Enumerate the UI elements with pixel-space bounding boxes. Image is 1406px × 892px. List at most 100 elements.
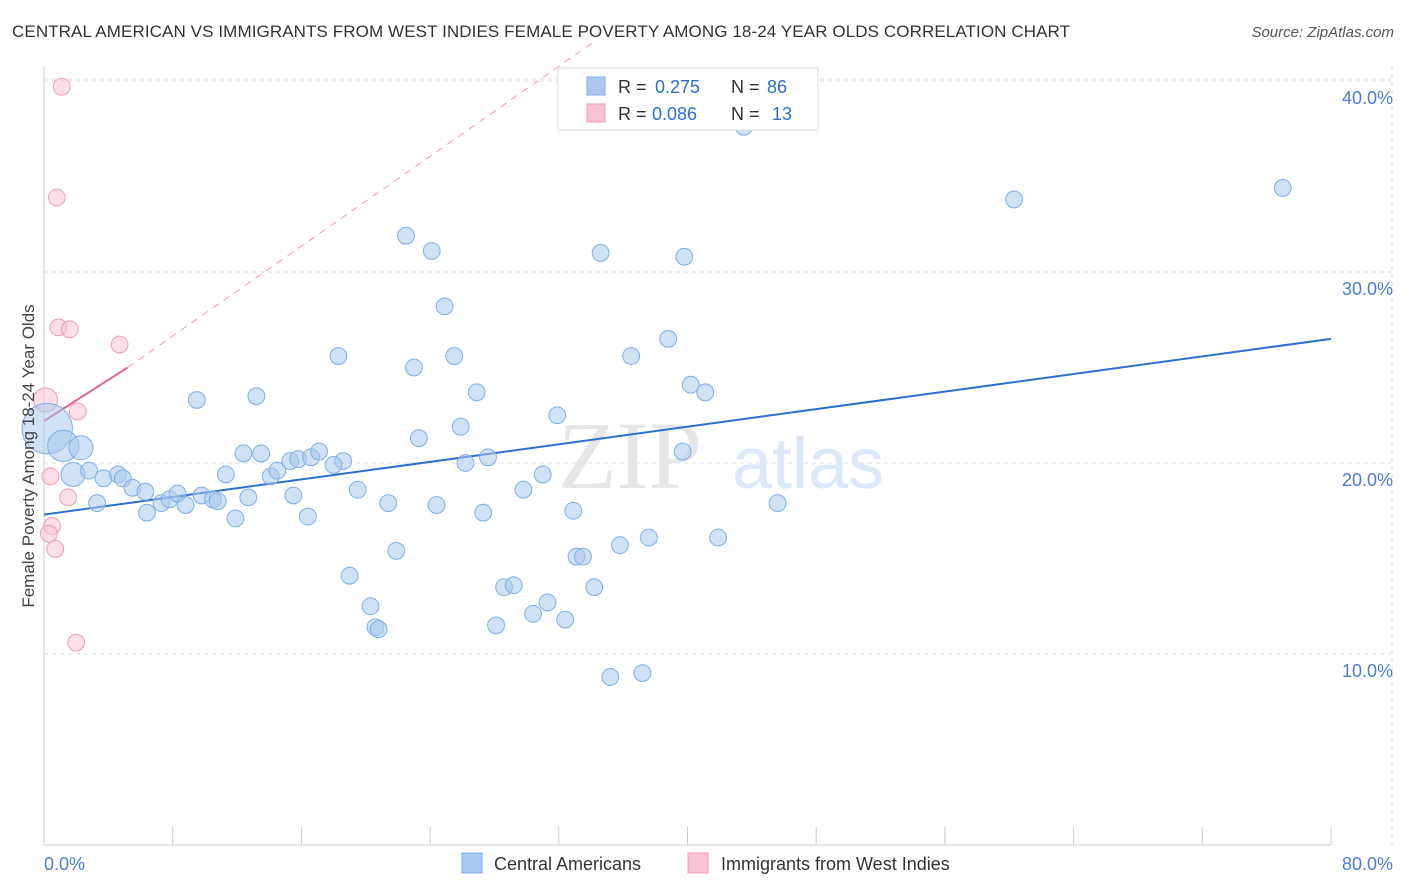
central-american-point-82 (1005, 190, 1023, 209)
central-american-point-76 (681, 375, 700, 394)
central-american-point-34 (329, 347, 348, 365)
west-indies-point-6 (68, 402, 87, 421)
central-american-point-73 (659, 329, 678, 348)
west-indies-point-4 (60, 320, 79, 339)
legend-r-value-2: 0.086 (652, 104, 697, 124)
central-american-point-41 (387, 541, 406, 560)
central-american-point-56 (504, 576, 523, 595)
central-american-point-11 (138, 503, 156, 522)
x-tick-label-max: 80.0% (1342, 854, 1393, 874)
central-american-point-2 (68, 435, 94, 461)
central-american-point-71 (633, 664, 652, 682)
central-american-point-27 (268, 461, 287, 480)
central-american-point-57 (514, 480, 533, 499)
central-american-point-81 (768, 494, 787, 513)
central-american-point-67 (591, 244, 610, 262)
axes (43, 66, 1332, 846)
central-american-point-19 (208, 492, 227, 511)
west-indies-point-7 (41, 467, 60, 486)
central-american-point-15 (176, 496, 195, 514)
central-american-point-84 (369, 620, 388, 639)
data-points (21, 74, 1292, 686)
central-american-point-36 (340, 566, 359, 585)
y-axis-label: Female Poverty Among 18-24 Year Olds (19, 304, 38, 607)
central-american-point-45 (422, 242, 441, 260)
central-american-point-85 (324, 456, 343, 474)
west-indies-point-8 (59, 488, 78, 507)
central-american-point-43 (405, 358, 423, 377)
legend-series-swatch-blue (461, 852, 483, 874)
watermark: ZIP atlas (558, 402, 884, 509)
y-tick-label-20: 20.0% (1342, 470, 1393, 490)
west-indies-point-11 (46, 540, 65, 558)
central-american-point-42 (397, 226, 415, 245)
central-american-point-68 (601, 668, 620, 686)
central-american-point-21 (226, 509, 245, 528)
central-american-point-20 (216, 465, 235, 484)
y-tick-label-10: 10.0% (1342, 661, 1393, 681)
central-american-point-38 (361, 597, 380, 616)
central-american-point-51 (467, 383, 486, 402)
central-american-point-49 (451, 417, 470, 436)
west-indies-point-1 (52, 77, 71, 96)
legend-n-label-2: N = (731, 104, 760, 124)
central-american-point-78 (709, 528, 727, 547)
tick-labels: 10.0% 20.0% 30.0% 40.0% 0.0% 80.0% (44, 88, 1393, 874)
central-american-point-72 (639, 528, 658, 547)
central-american-point-50 (456, 454, 475, 472)
central-american-point-75 (675, 247, 694, 266)
trend-line-west-indies-extension (127, 42, 593, 368)
legend-n-value-2: 13 (772, 104, 792, 124)
central-american-point-83 (1273, 179, 1292, 197)
central-american-point-4 (80, 461, 98, 480)
legend-swatch-pink (586, 103, 606, 123)
central-american-point-70 (622, 347, 641, 365)
grid-lines (44, 66, 1393, 845)
trend-line-central-americans (43, 337, 1332, 516)
legend-swatch-blue (586, 76, 606, 96)
central-american-point-46 (427, 496, 446, 514)
central-american-point-62 (556, 610, 575, 629)
central-american-point-16 (187, 391, 206, 409)
west-indies-point-10 (39, 524, 58, 543)
west-indies-point-12 (67, 633, 86, 652)
central-american-point-69 (611, 536, 629, 555)
y-tick-label-30: 30.0% (1342, 279, 1393, 299)
central-american-point-65 (574, 547, 592, 566)
source-label: Source: ZipAtlas.com (1251, 24, 1394, 41)
central-american-point-24 (247, 387, 266, 406)
central-american-point-37 (348, 480, 367, 499)
central-american-point-23 (239, 488, 258, 507)
central-american-point-29 (284, 486, 303, 505)
central-american-point-59 (533, 465, 552, 484)
x-tick-label-min: 0.0% (44, 854, 85, 874)
central-american-point-31 (298, 507, 317, 526)
legend-series-label-1: Central Americans (494, 854, 641, 874)
legend-n-label-1: N = (731, 77, 760, 97)
central-american-point-63 (564, 501, 583, 520)
central-american-point-52 (474, 503, 493, 522)
y-tick-label-40: 40.0% (1342, 88, 1393, 108)
legend-r-label-2: R = (618, 104, 647, 124)
central-american-point-33 (310, 442, 328, 461)
central-american-point-77 (696, 383, 715, 402)
central-american-point-25 (252, 444, 271, 463)
legend-n-value-1: 86 (767, 77, 787, 97)
central-american-point-48 (445, 347, 464, 365)
legend-series: Central Americans Immigrants from West I… (461, 852, 950, 874)
central-american-point-61 (548, 406, 567, 425)
central-american-point-66 (585, 578, 604, 597)
watermark-atlas: atlas (732, 424, 884, 504)
central-american-point-74 (673, 442, 692, 461)
central-american-point-10 (136, 482, 155, 501)
central-american-point-22 (234, 444, 253, 463)
legend-series-swatch-pink (687, 852, 709, 874)
west-indies-point-2 (47, 188, 66, 207)
central-american-point-58 (524, 604, 542, 623)
central-american-point-60 (538, 593, 557, 612)
central-american-point-47 (435, 297, 454, 316)
west-indies-point-5 (110, 335, 129, 354)
chart-title: CENTRAL AMERICAN VS IMMIGRANTS FROM WEST… (12, 22, 1071, 41)
central-american-point-54 (487, 616, 505, 635)
